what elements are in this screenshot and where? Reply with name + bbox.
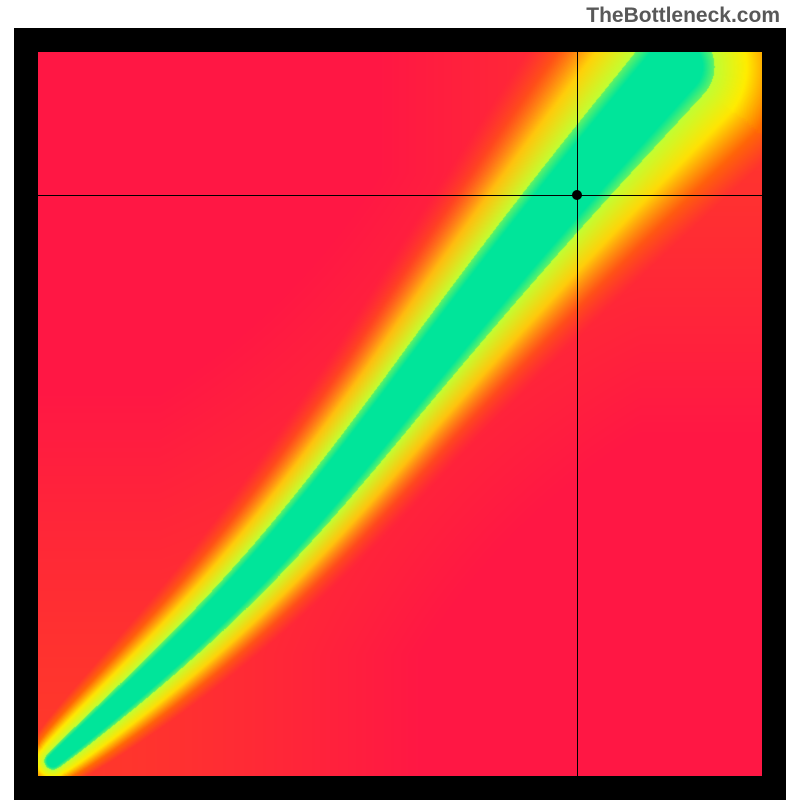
plot-area bbox=[38, 52, 762, 776]
crosshair-vertical bbox=[577, 52, 578, 776]
heatmap-canvas bbox=[38, 52, 762, 776]
chart-frame bbox=[14, 28, 786, 800]
crosshair-horizontal bbox=[38, 195, 762, 196]
watermark-text: TheBottleneck.com bbox=[586, 4, 780, 28]
marker-dot bbox=[572, 190, 582, 200]
